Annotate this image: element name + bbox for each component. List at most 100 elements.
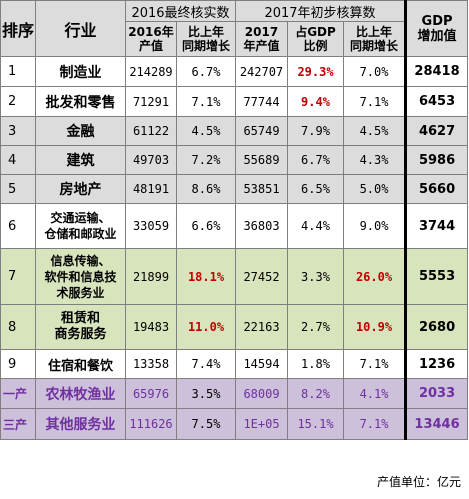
row-seq: 7	[0, 248, 36, 305]
header-2016-value: 2016年 产值	[125, 21, 177, 57]
table-row: 5 房地产 48191 8.6% 53851 6.5% 5.0% 5660	[0, 174, 469, 204]
row-2017-growth: 10.9%	[342, 304, 407, 350]
row-seq: 5	[0, 174, 36, 204]
row-2017-growth: 4.5%	[342, 116, 407, 146]
header-row-1: 排序 行业 2016最终核实数 2017年初步核算数 GDP 增加值	[0, 0, 469, 57]
header-2017-growth: 比上年 同期增长	[342, 21, 407, 57]
header-gdp-increase: GDP 增加值	[404, 0, 469, 57]
row-industry: 农林牧渔业	[35, 378, 126, 409]
row-2016-value: 21899	[125, 248, 177, 305]
row-2017-growth: 7.1%	[342, 349, 407, 379]
row-seq: 6	[0, 203, 36, 249]
row-2016-growth: 6.6%	[176, 203, 236, 249]
row-2017-growth: 7.1%	[342, 86, 407, 117]
row-gdp-increase: 6453	[404, 86, 469, 117]
row-2017-growth: 4.3%	[342, 145, 407, 175]
header-2016-growth: 比上年 同期增长	[176, 21, 236, 57]
table-row: 4 建筑 49703 7.2% 55689 6.7% 4.3% 5986	[0, 145, 469, 175]
row-2016-growth: 11.0%	[176, 304, 236, 350]
row-seq: 1	[0, 56, 36, 87]
row-2017-share: 2.7%	[287, 304, 344, 350]
row-seq: 一产	[0, 378, 36, 409]
row-gdp-increase: 5553	[404, 248, 469, 305]
row-2017-share: 9.4%	[287, 86, 344, 117]
row-2016-growth: 3.5%	[176, 378, 236, 409]
header-2017-share: 占GDP 比例	[287, 21, 344, 57]
row-2016-growth: 7.5%	[176, 408, 236, 440]
row-2017-share: 1.8%	[287, 349, 344, 379]
row-industry: 租赁和 商务服务	[35, 304, 126, 350]
row-gdp-increase: 4627	[404, 116, 469, 146]
table-row: 1 制造业 214289 6.7% 242707 29.3% 7.0% 2841…	[0, 56, 469, 87]
row-industry: 制造业	[35, 56, 126, 87]
row-2017-value: 77744	[235, 86, 288, 117]
row-2016-growth: 4.5%	[176, 116, 236, 146]
row-gdp-increase: 5660	[404, 174, 469, 204]
row-industry: 住宿和餐饮	[35, 349, 126, 379]
table-row: 三产 其他服务业 111626 7.5% 1E+05 15.1% 7.1% 13…	[0, 408, 469, 440]
row-2016-value: 48191	[125, 174, 177, 204]
row-2017-share: 6.5%	[287, 174, 344, 204]
table-row: 6 交通运输、 仓储和邮政业 33059 6.6% 36803 4.4% 9.0%…	[0, 203, 469, 249]
row-seq: 8	[0, 304, 36, 350]
row-2017-growth: 26.0%	[342, 248, 407, 305]
header-2017-value: 2017 年产值	[235, 21, 288, 57]
row-gdp-increase: 13446	[404, 408, 469, 440]
row-seq: 9	[0, 349, 36, 379]
row-gdp-increase: 1236	[404, 349, 469, 379]
row-2016-value: 214289	[125, 56, 177, 87]
row-2017-value: 27452	[235, 248, 288, 305]
row-2016-value: 13358	[125, 349, 177, 379]
row-industry: 房地产	[35, 174, 126, 204]
row-2016-growth: 8.6%	[176, 174, 236, 204]
row-2016-value: 61122	[125, 116, 177, 146]
row-industry: 其他服务业	[35, 408, 126, 440]
gdp-table: 排序 行业 2016最终核实数 2017年初步核算数 GDP 增加值 2016年产…	[0, 0, 469, 440]
row-2017-share: 6.7%	[287, 145, 344, 175]
row-2017-value: 242707	[235, 56, 288, 87]
row-2017-growth: 7.1%	[342, 408, 407, 440]
row-industry: 批发和零售	[35, 86, 126, 117]
row-industry: 信息传输、 软件和信息技 术服务业	[35, 248, 126, 305]
row-2017-share: 4.4%	[287, 203, 344, 249]
row-2016-growth: 7.1%	[176, 86, 236, 117]
row-2017-share: 29.3%	[287, 56, 344, 87]
header-industry: 行业	[35, 0, 126, 57]
row-2017-value: 68009	[235, 378, 288, 409]
row-2016-value: 33059	[125, 203, 177, 249]
row-industry: 交通运输、 仓储和邮政业	[35, 203, 126, 249]
row-2017-value: 53851	[235, 174, 288, 204]
row-2016-growth: 18.1%	[176, 248, 236, 305]
table-row: 一产 农林牧渔业 65976 3.5% 68009 8.2% 4.1% 2033	[0, 378, 469, 409]
row-2016-growth: 7.4%	[176, 349, 236, 379]
row-2017-value: 55689	[235, 145, 288, 175]
row-seq: 4	[0, 145, 36, 175]
row-gdp-increase: 5986	[404, 145, 469, 175]
row-seq: 3	[0, 116, 36, 146]
row-gdp-increase: 3744	[404, 203, 469, 249]
header-group-2017: 2017年初步核算数	[234, 0, 407, 22]
row-2017-value: 65749	[235, 116, 288, 146]
table-row: 3 金融 61122 4.5% 65749 7.9% 4.5% 4627	[0, 116, 469, 146]
row-gdp-increase: 2033	[404, 378, 469, 409]
row-2017-growth: 5.0%	[342, 174, 407, 204]
header-row-2: 2016年 产值 比上年 同期增长 2017 年产值 占GDP 比例 比上年 同期增长	[1, 21, 468, 57]
table-row: 2 批发和零售 71291 7.1% 77744 9.4% 7.1% 6453	[0, 86, 469, 117]
row-2017-growth: 9.0%	[342, 203, 407, 249]
row-2017-share: 8.2%	[287, 378, 344, 409]
header-group-2016: 2016最终核实数	[125, 0, 236, 22]
row-2017-value: 14594	[235, 349, 288, 379]
table-row: 7 信息传输、 软件和信息技 术服务业 21899 18.1% 27452 3.3%…	[0, 248, 469, 305]
table-row: 9 住宿和餐饮 13358 7.4% 14594 1.8% 7.1% 1236	[0, 349, 469, 379]
row-gdp-increase: 28418	[404, 56, 469, 87]
row-2017-share: 7.9%	[287, 116, 344, 146]
row-2016-value: 111626	[125, 408, 177, 440]
row-2016-value: 65976	[125, 378, 177, 409]
row-2017-value: 1E+05	[235, 408, 288, 440]
row-2017-growth: 7.0%	[342, 56, 407, 87]
row-seq: 2	[0, 86, 36, 117]
row-2016-growth: 6.7%	[176, 56, 236, 87]
row-2017-share: 3.3%	[287, 248, 344, 305]
row-2016-value: 19483	[125, 304, 177, 350]
row-industry: 金融	[35, 116, 126, 146]
